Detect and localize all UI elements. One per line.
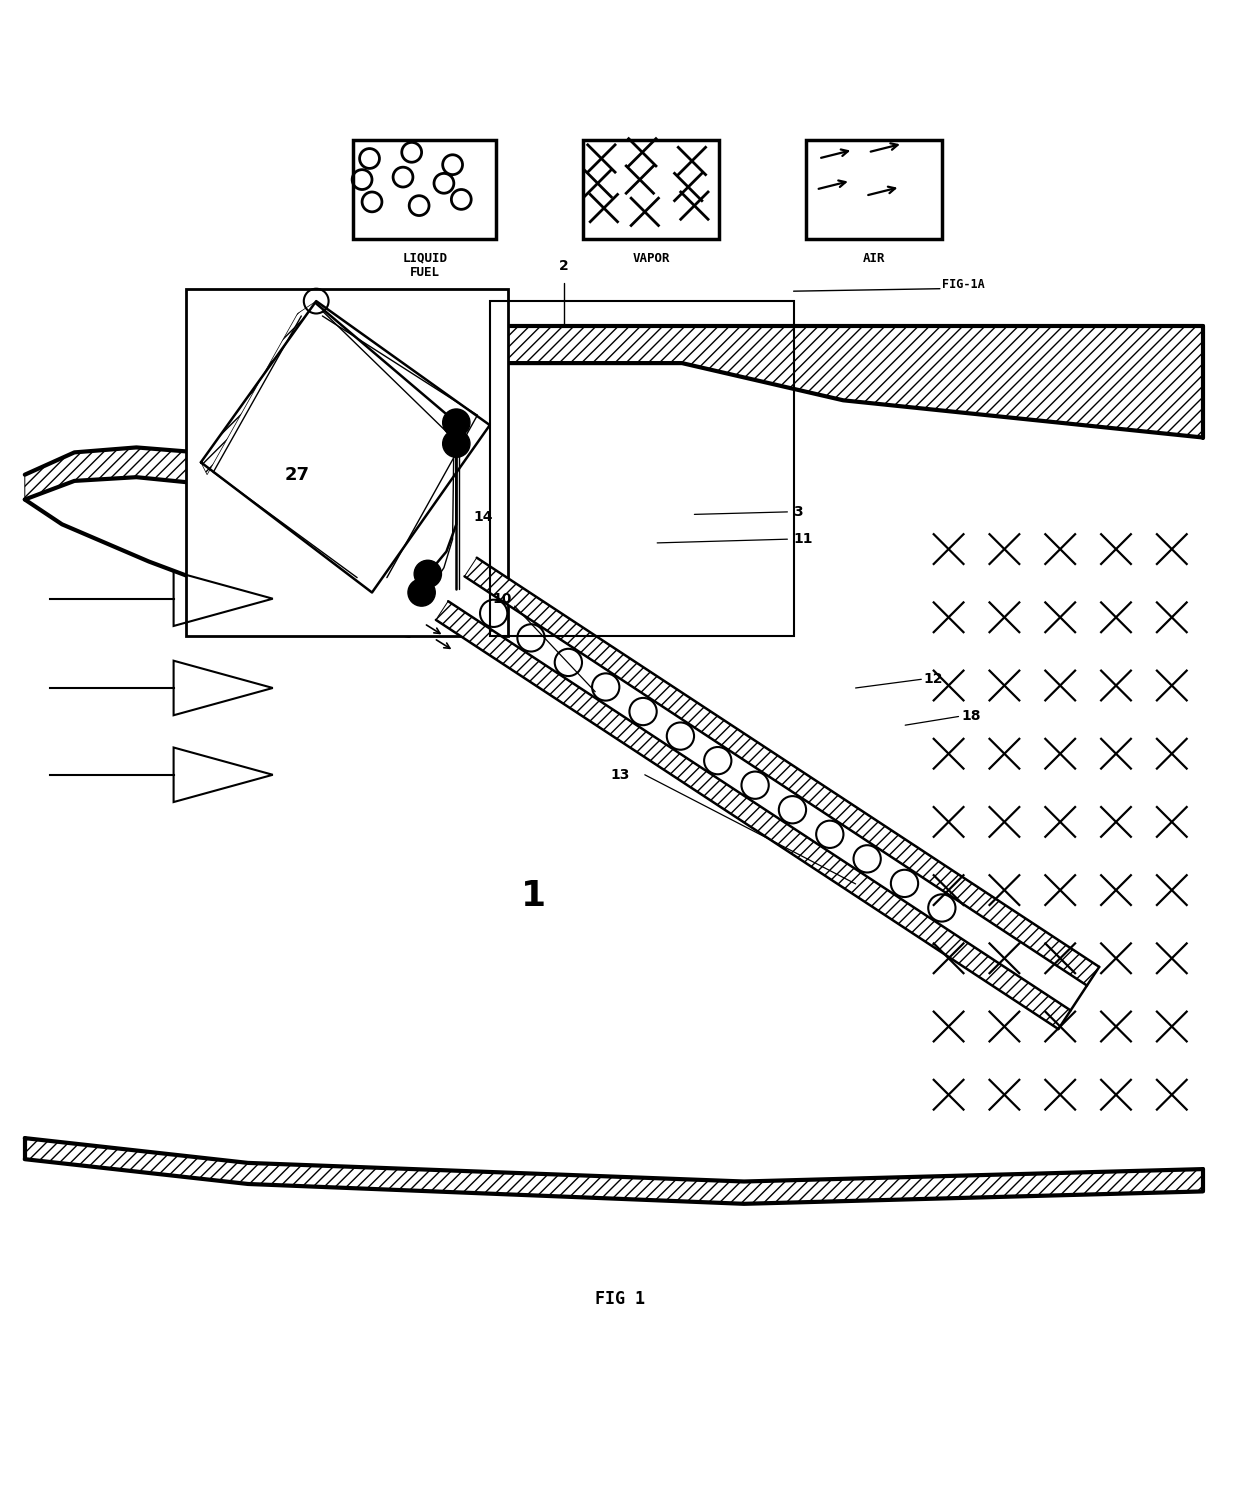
Text: 3: 3: [794, 505, 804, 519]
Text: 2: 2: [559, 259, 569, 272]
Bar: [353, 141, 496, 239]
Circle shape: [408, 579, 435, 605]
Text: FIG 1: FIG 1: [595, 1290, 645, 1308]
Polygon shape: [436, 601, 1070, 1029]
Polygon shape: [415, 326, 1203, 438]
Text: 11: 11: [794, 532, 813, 546]
Text: VAPOR: VAPOR: [632, 251, 670, 265]
Bar: [806, 141, 942, 239]
Text: 18: 18: [961, 710, 981, 724]
Polygon shape: [25, 447, 198, 499]
Polygon shape: [465, 558, 1099, 985]
Circle shape: [443, 431, 470, 457]
Text: 27: 27: [285, 466, 310, 484]
Circle shape: [414, 561, 441, 588]
Polygon shape: [25, 1138, 1203, 1203]
Text: 13: 13: [610, 768, 630, 782]
Circle shape: [443, 410, 470, 437]
Text: 1: 1: [521, 879, 546, 913]
Text: 14: 14: [474, 510, 494, 523]
Text: AIR: AIR: [863, 251, 885, 265]
Text: LIQUID
FUEL: LIQUID FUEL: [403, 251, 448, 280]
Text: 12: 12: [924, 673, 944, 686]
Bar: [583, 141, 719, 239]
Text: FIG-1A: FIG-1A: [942, 278, 985, 292]
Bar: [186, 289, 508, 635]
Text: 10: 10: [492, 592, 512, 605]
Polygon shape: [201, 300, 316, 475]
Bar: [490, 300, 794, 635]
